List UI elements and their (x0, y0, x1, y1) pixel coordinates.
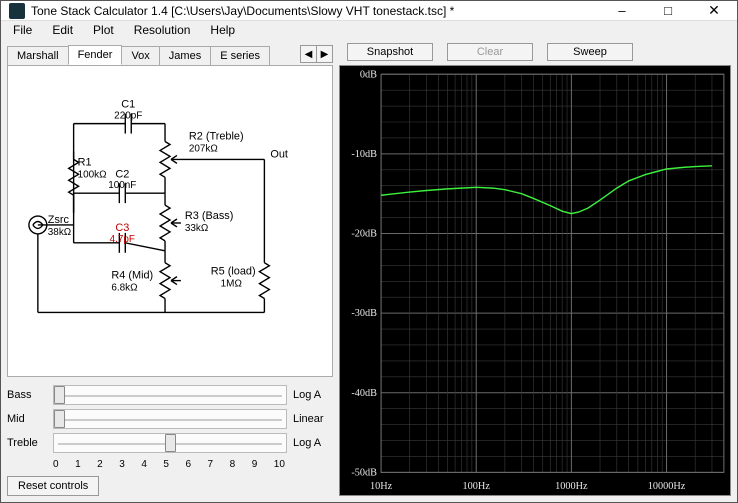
menubar: FileEditPlotResolutionHelp (1, 21, 737, 39)
menu-plot[interactable]: Plot (85, 21, 122, 39)
slider-label: Treble (7, 437, 47, 449)
slider-mid[interactable] (53, 409, 287, 429)
svg-text:10000Hz: 10000Hz (648, 481, 686, 492)
sweep-button[interactable]: Sweep (547, 43, 633, 61)
circuit-diagram: C1 220pF R2 (Treble) 207kΩ Out R1 100kΩ … (7, 65, 333, 377)
menu-help[interactable]: Help (202, 21, 243, 39)
svg-text:C2: C2 (115, 168, 129, 180)
svg-text:100nF: 100nF (108, 180, 136, 191)
menu-file[interactable]: File (5, 21, 40, 39)
svg-text:Zsrc: Zsrc (48, 214, 70, 226)
svg-text:6.8kΩ: 6.8kΩ (111, 283, 137, 294)
svg-text:R1: R1 (78, 156, 92, 168)
slider-type-label: Linear (293, 413, 333, 425)
svg-text:-40dB: -40dB (351, 388, 377, 399)
window-title: Tone Stack Calculator 1.4 [C:\Users\Jay\… (31, 4, 599, 18)
svg-text:C3: C3 (115, 222, 129, 234)
svg-text:207kΩ: 207kΩ (189, 143, 218, 154)
tab-fender[interactable]: Fender (68, 45, 123, 65)
slider-treble[interactable] (53, 433, 287, 453)
content-area: MarshallFenderVoxJamesE series ◀ ▶ (1, 39, 737, 502)
svg-text:R4 (Mid): R4 (Mid) (111, 270, 153, 282)
tab-marshall[interactable]: Marshall (7, 46, 69, 65)
tab-james[interactable]: James (159, 46, 211, 65)
reset-controls-button[interactable]: Reset controls (7, 476, 99, 496)
maximize-button[interactable]: □ (645, 1, 691, 20)
svg-text:Out: Out (270, 148, 288, 160)
svg-text:4.7pF: 4.7pF (110, 234, 135, 245)
svg-text:1000Hz: 1000Hz (555, 481, 588, 492)
tab-strip: MarshallFenderVoxJamesE series ◀ ▶ (7, 43, 333, 65)
svg-text:C1: C1 (121, 99, 135, 111)
svg-text:0dB: 0dB (360, 69, 377, 80)
svg-text:38kΩ: 38kΩ (48, 227, 71, 238)
app-window: Tone Stack Calculator 1.4 [C:\Users\Jay\… (0, 0, 738, 503)
svg-text:100kΩ: 100kΩ (78, 169, 107, 180)
menu-resolution[interactable]: Resolution (126, 21, 199, 39)
left-panel: MarshallFenderVoxJamesE series ◀ ▶ (7, 43, 333, 496)
slider-type-label: Log A (293, 389, 333, 401)
svg-text:220pF: 220pF (114, 111, 142, 122)
right-panel: Snapshot Clear Sweep 0dB -10dB -20dB -30dB -… (339, 43, 731, 496)
slider-label: Bass (7, 389, 47, 401)
slider-type-label: Log A (293, 437, 333, 449)
chart-area: 0dB -10dB -20dB -30dB -40dB -50dB 10Hz 100Hz 100… (339, 65, 731, 496)
app-icon (9, 3, 25, 19)
frequency-response-chart: 0dB -10dB -20dB -30dB -40dB -50dB 10Hz 100Hz 100… (340, 66, 730, 495)
minimize-button[interactable]: – (599, 1, 645, 20)
slider-ruler: 012345678910 (7, 459, 289, 470)
svg-text:100Hz: 100Hz (463, 481, 491, 492)
tab-scroll-arrows: ◀ ▶ (301, 45, 333, 63)
slider-row-mid: Mid Linear (7, 407, 333, 431)
close-button[interactable]: ✕ (691, 1, 737, 20)
clear-button[interactable]: Clear (447, 43, 533, 61)
snapshot-button[interactable]: Snapshot (347, 43, 433, 61)
tab-scroll-left[interactable]: ◀ (300, 45, 317, 63)
slider-label: Mid (7, 413, 47, 425)
slider-bass[interactable] (53, 385, 287, 405)
tab-scroll-right[interactable]: ▶ (316, 45, 333, 63)
sliders-section: Bass Log A Mid Linear Treble Log A (7, 377, 333, 459)
titlebar: Tone Stack Calculator 1.4 [C:\Users\Jay\… (1, 1, 737, 21)
svg-text:-30dB: -30dB (351, 308, 377, 319)
svg-text:R2 (Treble): R2 (Treble) (189, 131, 244, 143)
menu-edit[interactable]: Edit (44, 21, 81, 39)
tab-e-series[interactable]: E series (210, 46, 270, 65)
svg-text:R3 (Bass): R3 (Bass) (185, 210, 233, 222)
svg-text:-20dB: -20dB (351, 229, 377, 240)
svg-text:-10dB: -10dB (351, 149, 377, 160)
chart-buttons: Snapshot Clear Sweep (339, 43, 731, 65)
svg-text:33kΩ: 33kΩ (185, 223, 208, 234)
svg-text:1MΩ: 1MΩ (221, 279, 242, 290)
slider-row-treble: Treble Log A (7, 431, 333, 455)
tab-vox[interactable]: Vox (121, 46, 159, 65)
svg-text:R5 (load): R5 (load) (211, 266, 256, 278)
window-controls: – □ ✕ (599, 1, 737, 20)
slider-row-bass: Bass Log A (7, 383, 333, 407)
svg-text:10Hz: 10Hz (370, 481, 393, 492)
svg-text:-50dB: -50dB (351, 468, 377, 479)
circuit-svg: C1 220pF R2 (Treble) 207kΩ Out R1 100kΩ … (16, 74, 324, 368)
